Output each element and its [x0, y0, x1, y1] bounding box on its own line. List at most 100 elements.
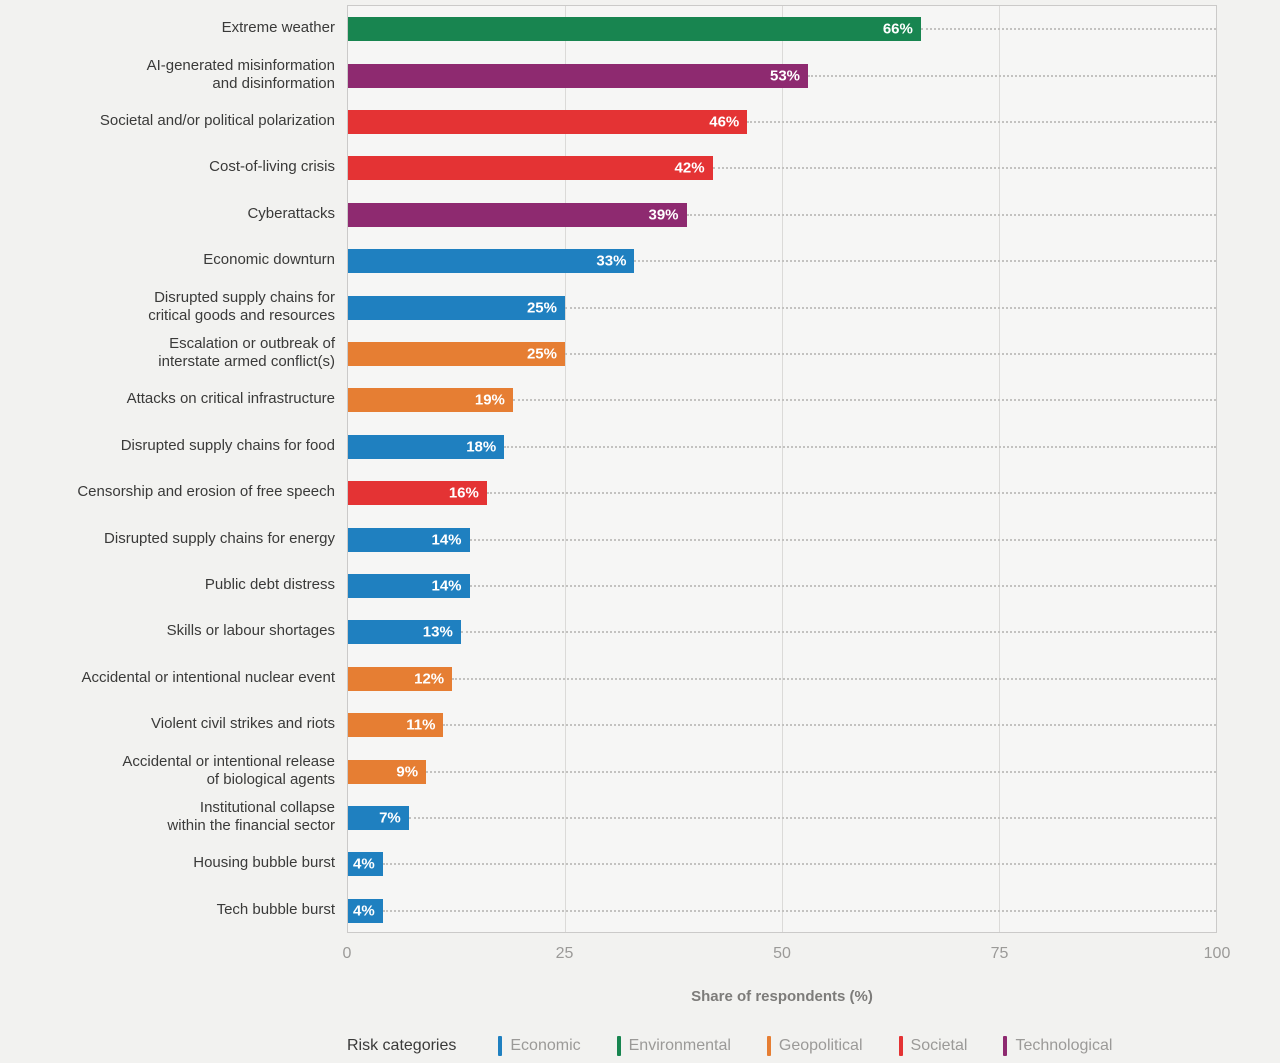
bar: 4%: [348, 852, 383, 877]
category-label: Economic downturn: [203, 251, 335, 269]
category-labels: Extreme weather AI-generated misinformati…: [0, 5, 335, 933]
leader-line: [808, 74, 1216, 77]
bar: 19%: [348, 388, 513, 413]
legend-marker-icon: [498, 1036, 503, 1056]
leader-line: [443, 724, 1216, 727]
leader-line: [382, 863, 1216, 866]
legend-item-environmental: Environmental: [616, 1036, 731, 1056]
leader-line: [408, 817, 1216, 819]
category-label: Accidental or intentional nuclear event: [81, 668, 336, 686]
category-label: Institutional collapse within the financ…: [167, 798, 335, 834]
legend-marker-icon: [766, 1036, 771, 1056]
category-label: Skills or labour shortages: [166, 622, 335, 640]
category-label: Censorship and erosion of free speech: [77, 483, 335, 501]
category-label: AI-generated misinformation and disinfor…: [146, 56, 335, 92]
legend-items: Economic Environmental Geopolitical Societa…: [498, 1036, 1148, 1056]
leader-line: [469, 585, 1216, 587]
legend-item-label: Societal: [910, 1037, 968, 1054]
bar-value-label: 66%: [882, 20, 913, 38]
legend-item-label: Economic: [510, 1037, 581, 1054]
bar-value-label: 13%: [422, 623, 453, 641]
bar-value-label: 7%: [379, 809, 401, 827]
category-label: Escalation or outbreak of interstate arm…: [158, 334, 335, 370]
bar: 14%: [348, 527, 470, 552]
bar: 14%: [348, 574, 470, 598]
legend-item-label: Technological: [1015, 1037, 1113, 1054]
bar: 42%: [348, 156, 713, 181]
bar-value-label: 4%: [353, 902, 375, 920]
legend: Risk categories Economic Environmental Geo…: [347, 1036, 1148, 1056]
category-label: Tech bubble burst: [216, 900, 335, 918]
gridline-25: [565, 6, 566, 932]
bar: 25%: [348, 342, 565, 366]
bar: 7%: [348, 806, 409, 830]
legend-item-technological: Technological: [1003, 1036, 1112, 1056]
legend-item-label: Geopolitical: [778, 1037, 863, 1054]
legend-marker-icon: [616, 1036, 621, 1056]
bar: 33%: [348, 249, 635, 274]
category-label: Cost-of-living crisis: [209, 158, 335, 176]
bar: 13%: [348, 620, 461, 645]
legend-item-economic: Economic: [498, 1036, 581, 1056]
plot-area: 66% 53% 46% 42% 39% 33% 25% 25% 19% 18% 16% 14% 14% 1…: [347, 5, 1217, 933]
leader-line: [686, 213, 1216, 216]
gridline-75: [999, 6, 1000, 932]
bar: 16%: [348, 481, 487, 506]
legend-item-label: Environmental: [628, 1037, 731, 1054]
category-label: Housing bubble burst: [193, 854, 335, 872]
x-axis-title: Share of respondents (%): [691, 988, 873, 1005]
bar-value-label: 4%: [353, 855, 375, 873]
leader-line: [504, 445, 1216, 448]
bar-value-label: 42%: [674, 159, 705, 177]
bar-value-label: 25%: [526, 299, 557, 317]
leader-line: [920, 28, 1216, 31]
leader-line: [486, 492, 1216, 495]
leader-line: [426, 770, 1216, 773]
leader-line: [469, 538, 1216, 541]
leader-line: [382, 909, 1216, 912]
bar-value-label: 12%: [414, 670, 445, 688]
category-label: Public debt distress: [204, 575, 335, 593]
bar: 39%: [348, 202, 687, 227]
bar-value-label: 16%: [448, 484, 479, 502]
category-label: Attacks on critical infrastructure: [126, 390, 335, 408]
category-label: Extreme weather: [221, 19, 335, 37]
gridline-50: [782, 6, 783, 932]
bar-value-label: 11%: [406, 716, 436, 734]
category-label: Violent civil strikes and riots: [151, 715, 335, 733]
bar: 9%: [348, 759, 427, 784]
leader-line: [512, 399, 1216, 402]
bar: 4%: [348, 898, 383, 923]
bar-value-label: 14%: [431, 577, 462, 595]
legend-title: Risk categories: [347, 1037, 457, 1054]
legend-marker-icon: [898, 1036, 903, 1056]
category-label: Disrupted supply chains for critical goo…: [148, 288, 335, 324]
bar: 11%: [348, 713, 444, 738]
bar: 66%: [348, 17, 921, 42]
category-label: Cyberattacks: [247, 204, 335, 222]
legend-item-geopolitical: Geopolitical: [766, 1036, 863, 1056]
x-tick-75: 75: [990, 945, 1009, 962]
bar-value-label: 19%: [474, 391, 505, 409]
x-tick-100: 100: [1203, 945, 1231, 962]
category-label: Societal and/or political polarization: [99, 111, 335, 129]
leader-line: [565, 306, 1216, 309]
x-tick-0: 0: [342, 945, 352, 962]
bar: 46%: [348, 110, 748, 134]
x-tick-25: 25: [555, 945, 574, 962]
category-label: Disrupted supply chains for energy: [104, 529, 335, 547]
leader-line: [747, 121, 1216, 123]
leader-line: [634, 260, 1216, 263]
bar-value-label: 53%: [770, 67, 801, 85]
bar-value-label: 25%: [526, 345, 557, 363]
x-tick-50: 50: [773, 945, 791, 962]
bar-value-label: 9%: [396, 763, 419, 781]
bar: 12%: [348, 666, 453, 691]
legend-item-societal: Societal: [898, 1036, 968, 1056]
x-axis-ticks: 0 25 50 75 100: [343, 945, 1231, 965]
leader-line: [452, 677, 1216, 680]
bar: 18%: [348, 434, 505, 459]
bar: 53%: [348, 63, 809, 88]
bar-value-label: 18%: [466, 438, 497, 456]
